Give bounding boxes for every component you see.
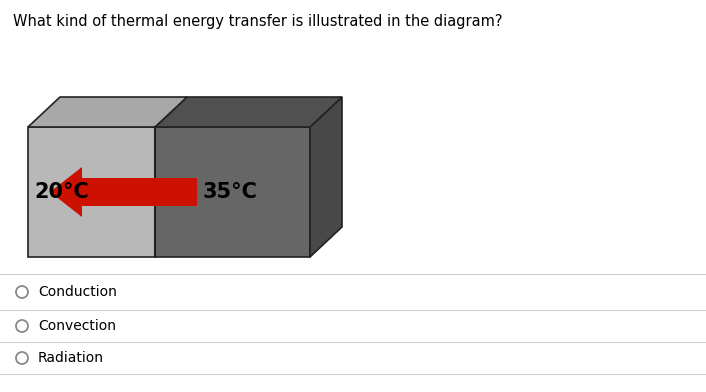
Polygon shape bbox=[82, 178, 197, 206]
Polygon shape bbox=[155, 97, 342, 127]
Polygon shape bbox=[155, 127, 310, 257]
Text: 35°C: 35°C bbox=[203, 182, 258, 202]
Text: Convection: Convection bbox=[38, 319, 116, 333]
Text: Radiation: Radiation bbox=[38, 351, 104, 365]
Polygon shape bbox=[28, 127, 155, 257]
Polygon shape bbox=[310, 97, 342, 257]
Text: What kind of thermal energy transfer is illustrated in the diagram?: What kind of thermal energy transfer is … bbox=[13, 14, 503, 29]
Text: Conduction: Conduction bbox=[38, 285, 117, 299]
Polygon shape bbox=[50, 167, 82, 217]
Polygon shape bbox=[28, 97, 187, 127]
Text: 20°C: 20°C bbox=[34, 182, 89, 202]
